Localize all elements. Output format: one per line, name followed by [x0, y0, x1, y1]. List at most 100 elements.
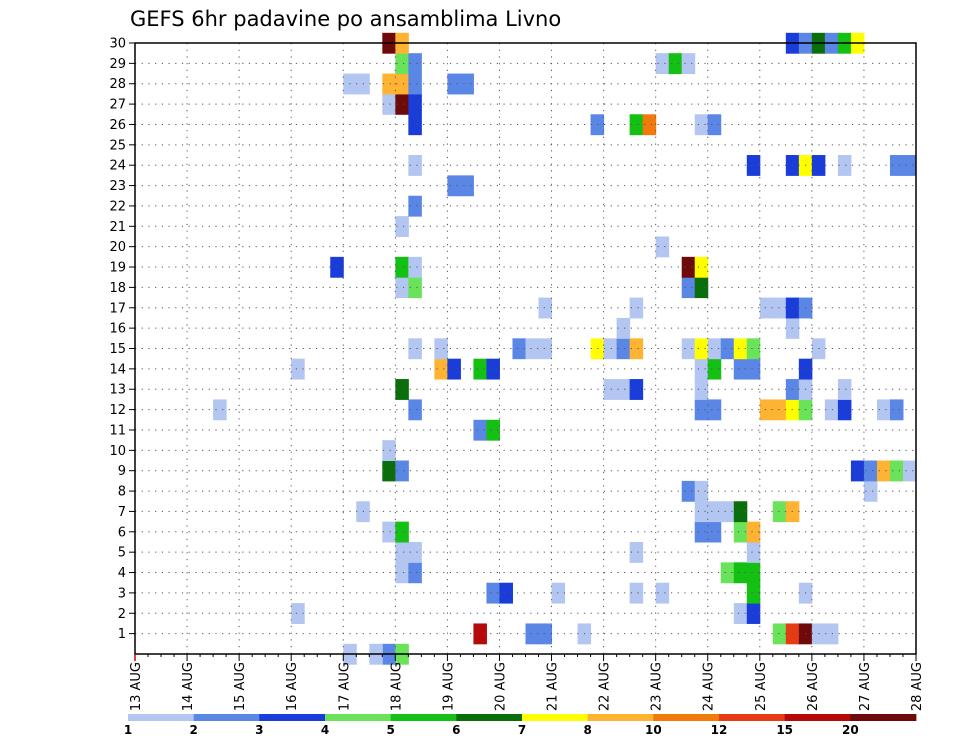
heatmap-cell — [408, 338, 422, 360]
y-tick-label: 26 — [109, 118, 126, 133]
heatmap-cell — [473, 623, 487, 645]
heatmap-cell — [655, 236, 670, 258]
heatmap-cell — [525, 338, 540, 360]
heatmap-cell — [863, 480, 878, 502]
heatmap-cell — [408, 277, 422, 299]
heatmap-cell — [538, 623, 553, 645]
heatmap-cell — [876, 460, 891, 482]
heatmap-cell — [694, 338, 709, 360]
legend-swatch — [653, 714, 720, 721]
heatmap-cell — [382, 93, 396, 115]
x-tick-label: 21 AUG — [546, 662, 561, 711]
heatmap-cell — [616, 338, 631, 360]
heatmap-cell — [408, 155, 422, 176]
heatmap-cell — [746, 521, 761, 543]
heatmap-cell — [382, 460, 396, 482]
x-tick-label: 24 AUG — [702, 662, 717, 711]
heatmap-cell — [395, 93, 409, 115]
heatmap-cell — [629, 297, 644, 319]
x-tick-label: 15 AUG — [233, 662, 248, 711]
heatmap-cell — [525, 623, 540, 645]
heatmap-cell — [447, 175, 461, 197]
heatmap-cell — [837, 379, 852, 400]
heatmap-cell — [889, 460, 904, 482]
heatmap-cell — [681, 256, 696, 278]
heatmap-cell — [694, 480, 709, 502]
heatmap-cell — [642, 114, 657, 136]
y-tick-label: 18 — [109, 281, 126, 296]
heatmap-cell — [876, 399, 891, 421]
x-tick-label: 20 AUG — [494, 662, 509, 711]
heatmap-cell — [408, 562, 422, 584]
heatmap-cell — [629, 541, 644, 563]
heatmap-cell — [772, 297, 787, 319]
legend-swatch — [325, 714, 392, 721]
heatmap-cell — [889, 399, 904, 421]
legend-label: 8 — [583, 723, 591, 737]
heatmap-cell — [538, 338, 553, 360]
heatmap-cell — [694, 114, 709, 136]
heatmap-cell — [486, 358, 500, 380]
y-tick-label: 19 — [109, 261, 126, 276]
heatmap-cell — [720, 338, 735, 360]
x-tick-label: 23 AUG — [650, 662, 665, 711]
heatmap-cell — [395, 460, 409, 482]
heatmap-cell — [733, 338, 748, 360]
heatmap-cell — [291, 358, 305, 380]
heatmap-cell — [603, 338, 618, 360]
legend-label: 6 — [452, 723, 460, 737]
y-tick-label: 15 — [109, 342, 126, 357]
heatmap-cell — [837, 155, 852, 176]
heatmap-cell — [837, 399, 852, 421]
legend-swatch — [784, 714, 851, 721]
heatmap-cell — [629, 582, 644, 604]
y-tick-label: 17 — [109, 301, 126, 316]
heatmap-cell — [382, 73, 396, 95]
legend-label: 7 — [518, 723, 526, 737]
x-tick-label: 14 AUG — [181, 662, 196, 711]
heatmap-cell — [902, 155, 917, 176]
heatmap-cell — [746, 155, 761, 176]
heatmap-cell — [746, 582, 761, 604]
y-tick-label: 4 — [118, 566, 126, 581]
heatmap-cell — [434, 338, 448, 360]
legend-swatch — [390, 714, 457, 721]
legend-label: 5 — [386, 723, 394, 737]
legend-swatch — [456, 714, 523, 721]
heatmap-cell — [746, 541, 761, 563]
heatmap-cell — [681, 480, 696, 502]
legend-label: 12 — [711, 723, 728, 737]
legend-swatch — [719, 714, 786, 721]
x-tick-label: 13 AUG — [129, 662, 144, 711]
heatmap-cell — [759, 297, 774, 319]
x-tick-label: 18 AUG — [389, 662, 404, 711]
heatmap-cell — [434, 358, 448, 380]
x-axis: 13 AUG 14 AUG 15 AUG 16 AUG 17 AUG 18 AUG 19 A… — [129, 654, 925, 711]
heatmap-cell — [772, 399, 787, 421]
heatmap-cell — [538, 297, 553, 319]
legend-label: 10 — [645, 723, 662, 737]
legend-swatch — [850, 714, 917, 721]
heatmap-cell — [629, 379, 644, 400]
legend-swatch — [259, 714, 326, 721]
heatmap-cell — [382, 521, 396, 543]
heatmap-cell — [733, 603, 748, 624]
heatmap-cell — [473, 358, 487, 380]
heatmap-cell — [408, 256, 422, 278]
heatmap-cell — [733, 562, 748, 584]
heatmap-cell — [824, 623, 839, 645]
legend-label: 3 — [255, 723, 263, 737]
heatmap-cell — [694, 379, 709, 400]
heatmap-cell — [694, 358, 709, 380]
color-legend: 1 2 3 4 5 6 7 8 10 12 15 20 — [124, 714, 917, 737]
y-tick-label: 7 — [118, 505, 126, 520]
heatmap-cell — [707, 521, 722, 543]
heatmap-cell — [746, 603, 761, 624]
heatmap-cell — [408, 93, 422, 115]
heatmap-cell — [681, 277, 696, 299]
heatmap-cell — [733, 358, 748, 380]
legend-swatch — [193, 714, 260, 721]
heatmap-cell — [902, 460, 917, 482]
heatmap-cell — [694, 277, 709, 299]
